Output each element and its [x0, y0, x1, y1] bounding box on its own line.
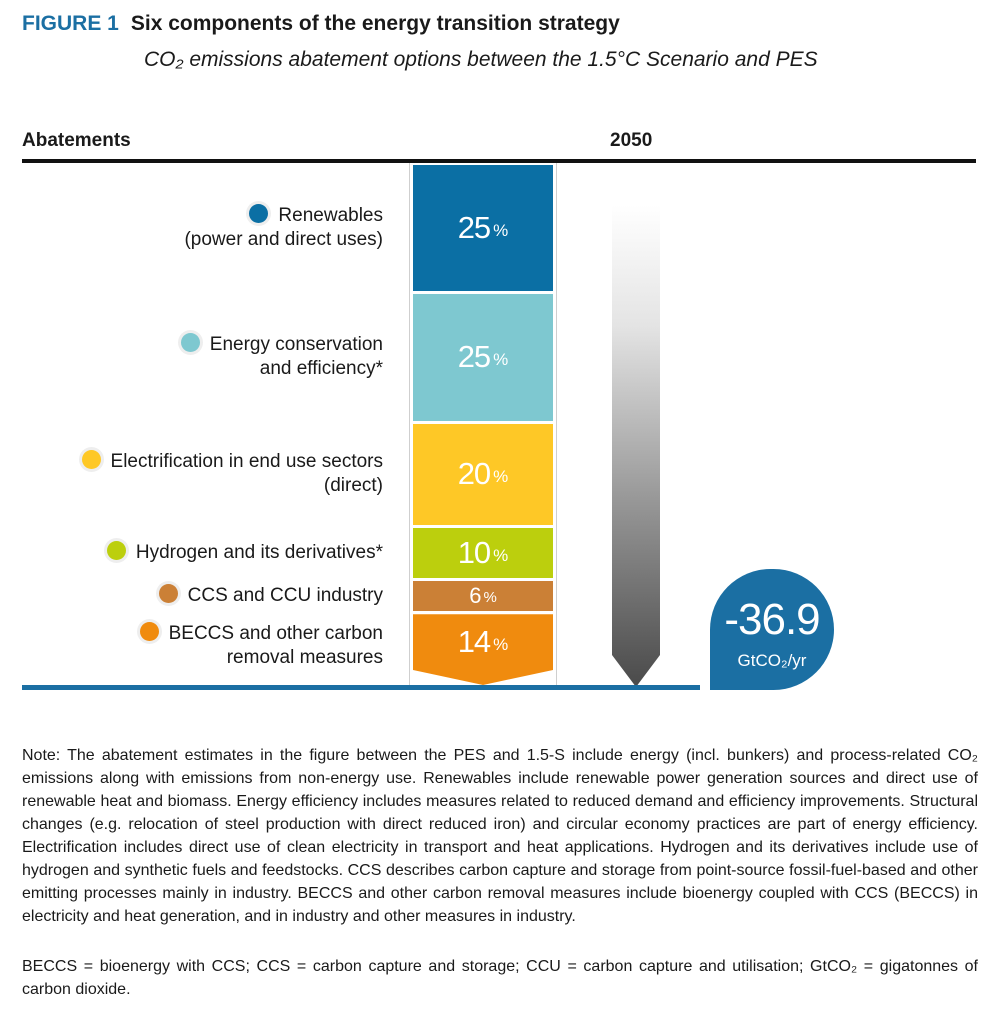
legend-label-text: (direct)	[323, 475, 383, 496]
bar-bottom-spacer	[413, 685, 553, 687]
bar-segment: 14%	[413, 614, 553, 685]
bar-value-label: 6	[469, 583, 481, 609]
bar-segment: 25%	[413, 294, 553, 421]
legend-label: Electrification in end use sectors (direc…	[81, 450, 383, 498]
bar-value-label: 25	[457, 210, 491, 246]
figure-title: Six components of the energy transition …	[130, 12, 620, 35]
legend-dot-icon	[158, 584, 178, 604]
legend-label: Hydrogen and its derivatives*	[106, 540, 383, 565]
legend-label-text: Hydrogen and its derivatives*	[135, 541, 383, 563]
legend-label-line: BECCS and other carbon	[139, 621, 383, 646]
legend-label-text: CCS and CCU industry	[187, 585, 383, 607]
legend-label-text: Renewables	[278, 205, 383, 227]
legend-label-line: Renewables	[184, 204, 383, 228]
legend-label: Energy conservation and efficiency*	[180, 333, 383, 381]
legend-label-text: (power and direct uses)	[184, 229, 383, 251]
bar-value-label: 14	[457, 624, 491, 660]
figure-subtitle: CO₂ emissions abatement options between …	[144, 48, 818, 71]
legend-label-line: (direct)	[82, 474, 383, 498]
bar-percent-sign: %	[483, 588, 497, 606]
bar-value-label: 10	[457, 534, 491, 570]
note-text: Note: The abatement estimates in the fig…	[22, 747, 978, 925]
total-abatement-unit: GtCO₂/yr	[737, 651, 807, 670]
legend-label-text: BECCS and other carbon	[168, 622, 383, 644]
legend-label-line: (power and direct uses)	[184, 228, 383, 252]
legend-dot-icon	[180, 333, 200, 353]
legend-dot-icon	[81, 450, 101, 469]
legend-label-text: removal measures	[226, 646, 383, 668]
legend-label-line: Electrification in end use sectors	[81, 450, 383, 474]
figure-title-row: FIGURE 1 Six components of the energy tra…	[22, 12, 620, 36]
column-divider-right	[556, 163, 557, 686]
legend-label-line: and efficiency*	[181, 357, 383, 381]
legend-label-text: and efficiency*	[259, 358, 383, 380]
legend-label-line: Hydrogen and its derivatives*	[106, 540, 383, 565]
bar-value-label: 25	[457, 339, 491, 375]
top-rule	[22, 159, 976, 163]
legend-label: CCS and CCU industry	[158, 584, 383, 608]
header-abatements: Abatements	[22, 130, 131, 151]
legend-dot-icon	[106, 540, 126, 560]
total-abatement-badge: -36.9 GtCO₂/yr	[710, 569, 834, 690]
bar-percent-sign: %	[493, 467, 509, 486]
legend-label: BECCS and other carbon removal measures	[139, 621, 383, 670]
legend-label: Renewables (power and direct uses)	[184, 204, 383, 252]
legend-label-text: Electrification in end use sectors	[110, 451, 383, 472]
legend-label-line: removal measures	[140, 646, 383, 670]
legend-label-line: CCS and CCU industry	[158, 584, 383, 608]
bar-segment: 20%	[413, 423, 553, 525]
abbreviations-text: BECCS = bioenergy with CCS; CCS = carbon…	[22, 958, 978, 998]
legend-label-line: Energy conservation	[180, 333, 383, 357]
total-abatement-value: -36.9	[724, 595, 820, 644]
bar-segment: 25%	[413, 165, 553, 292]
bar-percent-sign: %	[493, 635, 509, 655]
legend-dot-icon	[139, 621, 159, 641]
bar-percent-sign: %	[493, 545, 509, 565]
legend-label-text: Energy conservation	[209, 334, 383, 356]
legend-dot-icon	[249, 204, 269, 224]
bar-segment: 6%	[413, 581, 553, 612]
bar-value-label: 20	[457, 456, 491, 491]
bar-segment: 10%	[413, 527, 553, 578]
figure-label: FIGURE 1	[22, 12, 119, 35]
baseline-rule	[22, 685, 700, 690]
bar-percent-sign: %	[493, 221, 509, 241]
bar-percent-sign: %	[493, 350, 509, 370]
column-divider-left	[409, 163, 410, 686]
downward-gradient-arrow	[612, 205, 660, 687]
header-year: 2050	[610, 130, 653, 151]
